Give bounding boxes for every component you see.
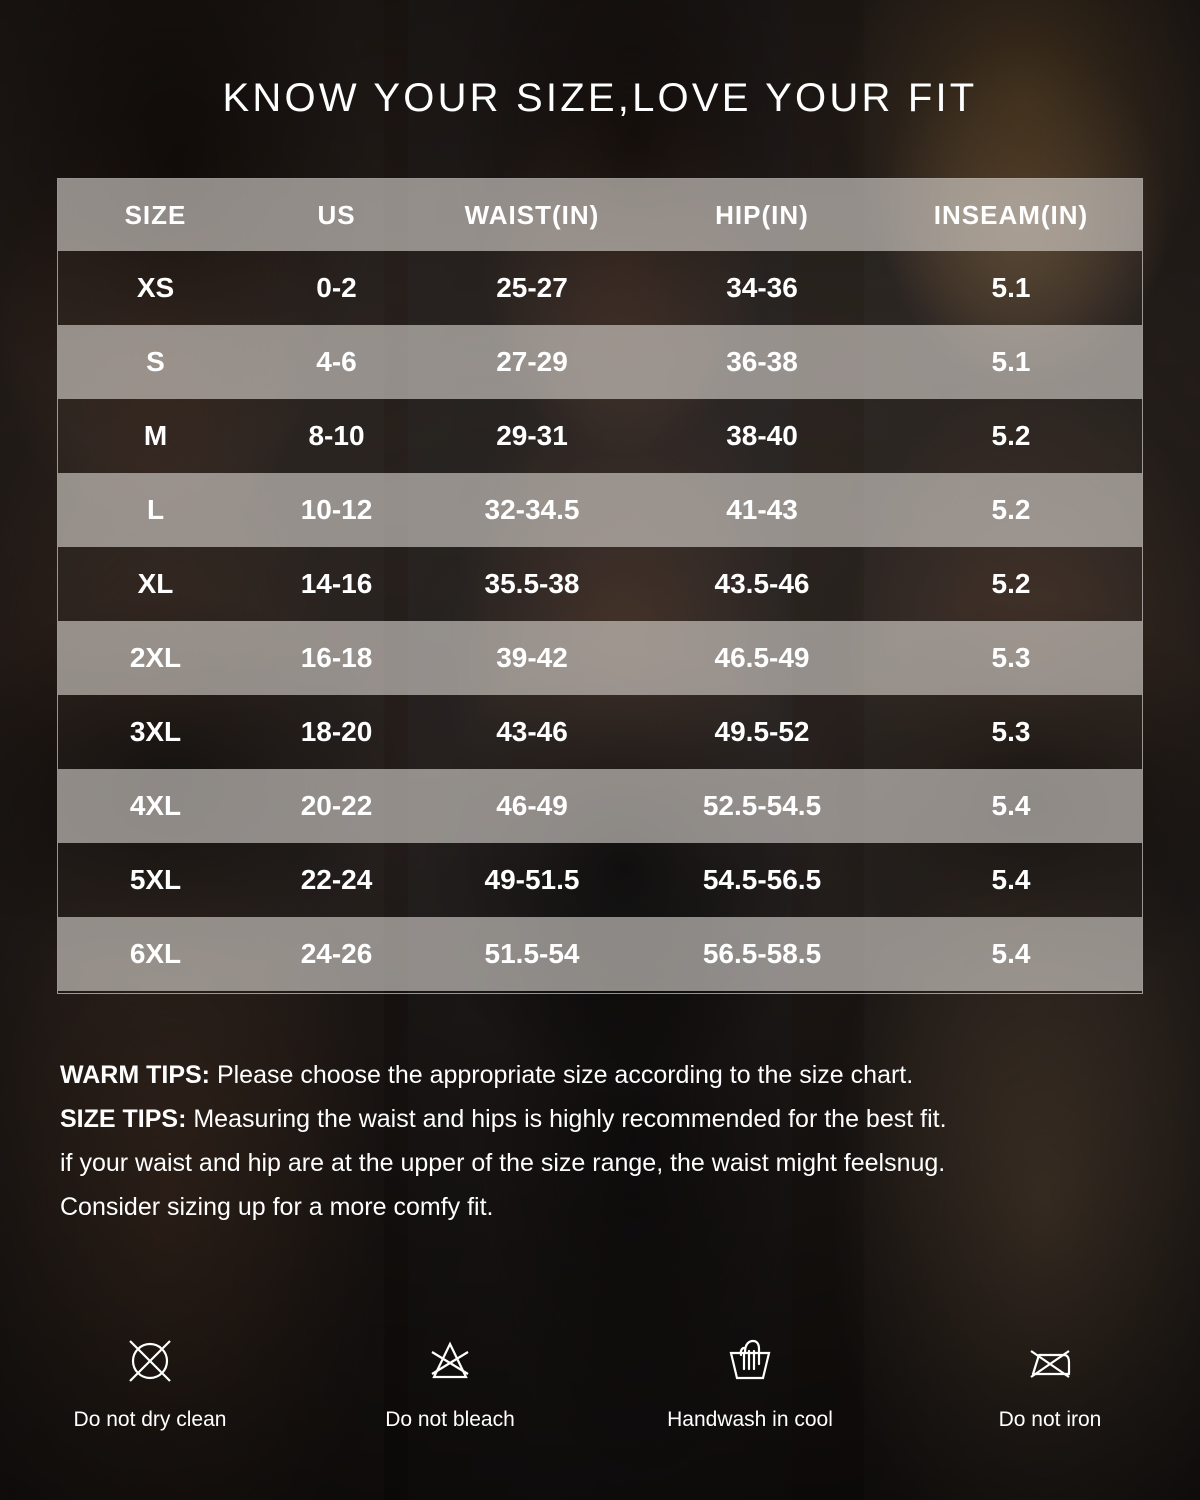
table-row: XL 14-16 35.5-38 43.5-46 5.2 bbox=[58, 547, 1142, 621]
table-row: M 8-10 29-31 38-40 5.2 bbox=[58, 399, 1142, 473]
cell-size: 6XL bbox=[129, 938, 182, 969]
column-header-size: SIZE bbox=[124, 199, 187, 230]
cell-waist: 49-51.5 bbox=[484, 864, 580, 895]
cell-waist: 35.5-38 bbox=[484, 568, 580, 599]
warm-tips-line: WARM TIPS: Please choose the appropriate… bbox=[60, 1053, 1150, 1097]
cell-inseam: 5.3 bbox=[991, 642, 1031, 673]
tips-line-3: if your waist and hip are at the upper o… bbox=[60, 1149, 946, 1177]
cell-us: 10-12 bbox=[300, 494, 373, 525]
table-row: 5XL 22-24 49-51.5 54.5-56.5 5.4 bbox=[58, 843, 1142, 917]
cell-us: 16-18 bbox=[300, 642, 373, 673]
cell-us: 18-20 bbox=[300, 716, 373, 747]
cell-waist: 46-49 bbox=[496, 790, 568, 821]
cell-inseam: 5.3 bbox=[991, 716, 1031, 747]
cell-hip: 41-43 bbox=[726, 494, 798, 525]
size-tips-label: SIZE TIPS: bbox=[60, 1105, 187, 1133]
size-tips-line: SIZE TIPS: Measuring the waist and hips … bbox=[60, 1097, 1150, 1141]
cell-hip: 49.5-52 bbox=[714, 716, 810, 747]
care-label: Handwash in cool bbox=[667, 1408, 833, 1431]
warm-tips-text: Please choose the appropriate size accor… bbox=[210, 1061, 914, 1089]
cell-us: 0-2 bbox=[316, 272, 357, 303]
table-row: 3XL 18-20 43-46 49.5-52 5.3 bbox=[58, 695, 1142, 769]
care-instructions-row: Do not dry clean Do not bleach bbox=[0, 1330, 1200, 1432]
table-row: 2XL 16-18 39-42 46.5-49 5.3 bbox=[58, 621, 1142, 695]
care-item-bleach: Do not bleach bbox=[300, 1330, 600, 1432]
cell-hip: 38-40 bbox=[726, 420, 798, 451]
column-header-hip: HIP(IN) bbox=[715, 199, 809, 230]
cell-hip: 34-36 bbox=[726, 272, 798, 303]
cell-waist: 51.5-54 bbox=[484, 938, 580, 969]
cell-hip: 46.5-49 bbox=[714, 642, 810, 673]
cell-inseam: 5.4 bbox=[991, 790, 1031, 821]
cell-size: M bbox=[143, 420, 168, 451]
cell-waist: 32-34.5 bbox=[484, 494, 580, 525]
tips-block: WARM TIPS: Please choose the appropriate… bbox=[60, 1053, 1150, 1229]
table-row: 6XL 24-26 51.5-54 56.5-58.5 5.4 bbox=[58, 917, 1142, 991]
tips-line-4: Consider sizing up for a more comfy fit. bbox=[60, 1193, 494, 1221]
do-not-iron-icon bbox=[1020, 1330, 1080, 1392]
cell-waist: 39-42 bbox=[496, 642, 568, 673]
care-item-handwash: Handwash in cool bbox=[600, 1330, 900, 1432]
handwash-icon bbox=[720, 1330, 780, 1392]
cell-inseam: 5.1 bbox=[991, 272, 1031, 303]
cell-hip: 56.5-58.5 bbox=[702, 938, 822, 969]
cell-hip: 52.5-54.5 bbox=[702, 790, 822, 821]
cell-size: 3XL bbox=[129, 716, 182, 747]
cell-us: 20-22 bbox=[300, 790, 373, 821]
cell-size: L bbox=[146, 494, 165, 525]
cell-size: S bbox=[146, 346, 165, 377]
cell-waist: 25-27 bbox=[496, 272, 568, 303]
table-header-row: SIZE US WAIST(IN) HIP(IN) INSEAM(IN) bbox=[58, 179, 1142, 251]
cell-inseam: 5.2 bbox=[991, 420, 1031, 451]
column-header-waist: WAIST(IN) bbox=[464, 199, 600, 230]
size-chart-table: SIZE US WAIST(IN) HIP(IN) INSEAM(IN) XS … bbox=[57, 178, 1143, 994]
care-label: Do not iron bbox=[998, 1408, 1102, 1431]
table-row: XS 0-2 25-27 34-36 5.1 bbox=[58, 251, 1142, 325]
do-not-dry-clean-icon bbox=[120, 1330, 180, 1392]
cell-waist: 27-29 bbox=[496, 346, 568, 377]
cell-us: 8-10 bbox=[308, 420, 365, 451]
cell-inseam: 5.2 bbox=[991, 568, 1031, 599]
cell-us: 14-16 bbox=[300, 568, 373, 599]
care-item-dry-clean: Do not dry clean bbox=[0, 1330, 300, 1432]
cell-inseam: 5.4 bbox=[991, 864, 1031, 895]
table-row: 4XL 20-22 46-49 52.5-54.5 5.4 bbox=[58, 769, 1142, 843]
cell-size: 5XL bbox=[129, 864, 182, 895]
table-row: S 4-6 27-29 36-38 5.1 bbox=[58, 325, 1142, 399]
cell-hip: 54.5-56.5 bbox=[702, 864, 822, 895]
cell-waist: 29-31 bbox=[496, 420, 568, 451]
size-tips-text: Measuring the waist and hips is highly r… bbox=[186, 1105, 947, 1133]
care-item-iron: Do not iron bbox=[900, 1330, 1200, 1432]
cell-waist: 43-46 bbox=[496, 716, 568, 747]
care-label: Do not dry clean bbox=[73, 1408, 227, 1431]
care-label: Do not bleach bbox=[385, 1408, 515, 1431]
cell-us: 4-6 bbox=[316, 346, 357, 377]
cell-size: 4XL bbox=[129, 790, 182, 821]
cell-inseam: 5.2 bbox=[991, 494, 1031, 525]
cell-hip: 43.5-46 bbox=[714, 568, 810, 599]
page-title: KNOW YOUR SIZE,LOVE YOUR FIT bbox=[222, 76, 978, 120]
cell-size: XL bbox=[137, 568, 174, 599]
cell-size: XS bbox=[136, 272, 175, 303]
cell-hip: 36-38 bbox=[726, 346, 798, 377]
cell-size: 2XL bbox=[129, 642, 182, 673]
do-not-bleach-icon bbox=[420, 1330, 480, 1392]
cell-inseam: 5.4 bbox=[991, 938, 1031, 969]
table-row: L 10-12 32-34.5 41-43 5.2 bbox=[58, 473, 1142, 547]
warm-tips-label: WARM TIPS: bbox=[60, 1061, 210, 1089]
column-header-us: US bbox=[317, 199, 356, 230]
cell-us: 24-26 bbox=[300, 938, 373, 969]
column-header-inseam: INSEAM(IN) bbox=[933, 199, 1089, 230]
cell-inseam: 5.1 bbox=[991, 346, 1031, 377]
cell-us: 22-24 bbox=[300, 864, 373, 895]
